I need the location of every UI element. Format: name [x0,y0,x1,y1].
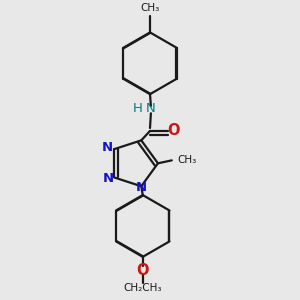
Text: CH₂CH₃: CH₂CH₃ [124,283,162,293]
Text: N: N [101,141,112,154]
Text: H: H [132,102,142,116]
Text: N: N [102,172,113,185]
Text: N: N [136,181,147,194]
Text: O: O [136,262,149,278]
Text: CH₃: CH₃ [140,3,160,13]
Text: O: O [167,123,180,138]
Text: N: N [146,102,156,116]
Text: CH₃: CH₃ [177,155,196,165]
